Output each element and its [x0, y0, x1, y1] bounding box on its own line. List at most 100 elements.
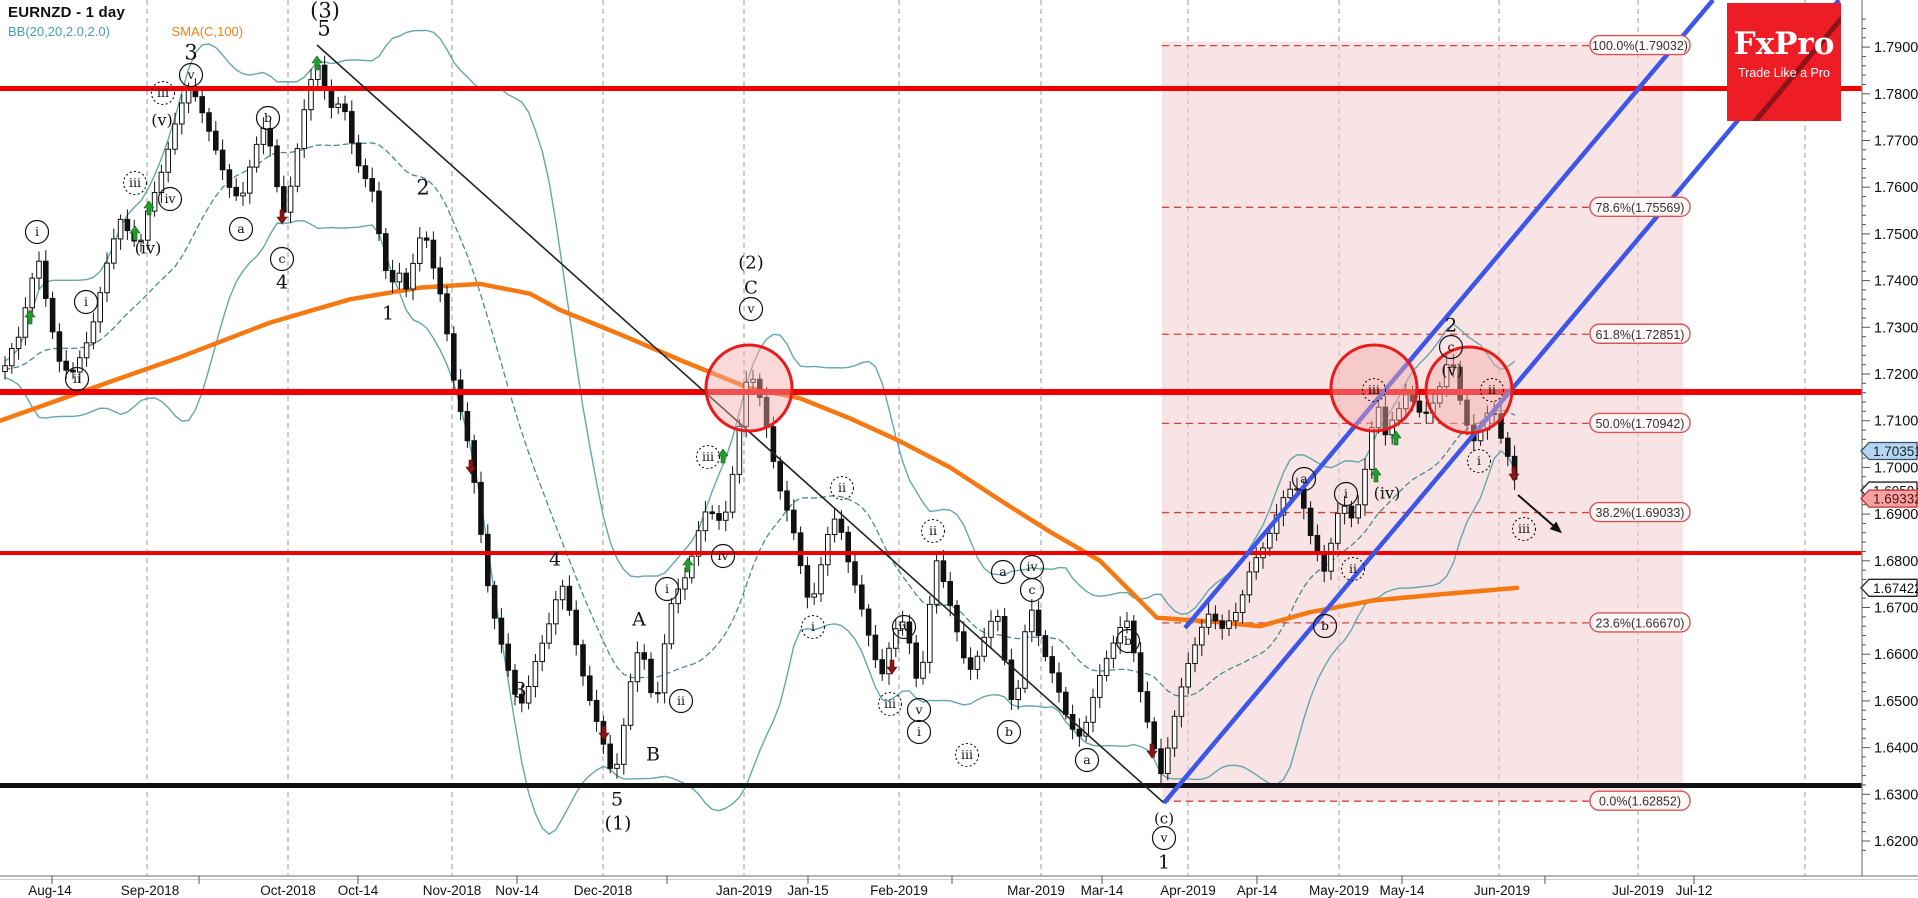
candle[interactable] — [1341, 495, 1348, 525]
candle[interactable] — [1233, 602, 1239, 629]
candle[interactable] — [219, 139, 226, 181]
bullish-channel-line[interactable] — [1162, 0, 1841, 805]
candle[interactable] — [36, 251, 42, 290]
candle[interactable] — [947, 571, 954, 617]
candle[interactable] — [1144, 681, 1151, 729]
candle[interactable] — [648, 652, 654, 698]
candle[interactable] — [525, 675, 532, 710]
candle[interactable] — [1335, 502, 1341, 550]
candle[interactable] — [1382, 395, 1389, 446]
candle[interactable] — [1219, 614, 1226, 640]
candle[interactable] — [274, 139, 280, 193]
candle[interactable] — [607, 734, 614, 774]
candle[interactable] — [859, 575, 865, 617]
candle[interactable] — [723, 500, 729, 532]
candle[interactable] — [294, 143, 301, 193]
candle[interactable] — [247, 159, 253, 204]
candle[interactable] — [1423, 401, 1430, 424]
candle[interactable] — [967, 647, 974, 681]
candle[interactable] — [716, 504, 722, 530]
price-badge[interactable]: 1.69332 — [1860, 489, 1918, 508]
candle[interactable] — [1158, 738, 1164, 785]
date-axis-label[interactable]: Jul-12 — [1676, 883, 1713, 898]
candle[interactable] — [818, 556, 824, 602]
candle[interactable] — [791, 499, 797, 541]
candle[interactable] — [410, 253, 416, 301]
candle[interactable] — [1022, 624, 1028, 694]
candle[interactable] — [641, 644, 648, 670]
candle[interactable] — [729, 466, 736, 519]
candle[interactable] — [1307, 501, 1314, 545]
bullish-channel-line[interactable] — [1183, 0, 1715, 630]
candle[interactable] — [1192, 637, 1198, 673]
candle[interactable] — [478, 471, 484, 544]
candle[interactable] — [573, 600, 580, 656]
candle[interactable] — [1226, 609, 1232, 637]
candle[interactable] — [933, 554, 940, 614]
candle[interactable] — [1103, 650, 1110, 682]
candle[interactable] — [287, 176, 294, 224]
candle[interactable] — [362, 158, 369, 188]
candle[interactable] — [1246, 561, 1253, 603]
candle[interactable] — [1185, 652, 1192, 695]
candle[interactable] — [1076, 718, 1083, 747]
candle[interactable] — [961, 621, 967, 664]
candle[interactable] — [777, 456, 784, 500]
candle[interactable] — [213, 121, 219, 155]
candle[interactable] — [1029, 599, 1035, 643]
candle[interactable] — [165, 141, 171, 183]
candle[interactable] — [879, 648, 886, 681]
date-axis-label[interactable]: Aug-14 — [28, 883, 72, 898]
candle[interactable] — [621, 718, 627, 775]
candle[interactable] — [206, 107, 212, 142]
candle[interactable] — [226, 163, 233, 198]
candle[interactable] — [15, 326, 22, 360]
candle[interactable] — [1090, 688, 1096, 733]
red-highlight-circle[interactable] — [704, 343, 794, 433]
candle[interactable] — [927, 595, 933, 674]
candle[interactable] — [9, 342, 15, 374]
fib-level-label[interactable]: 50.0%(1.70942) — [1589, 412, 1691, 434]
candle[interactable] — [804, 556, 811, 609]
candle[interactable] — [1199, 619, 1205, 657]
candle[interactable] — [1348, 500, 1355, 528]
candle[interactable] — [1362, 458, 1368, 516]
candle[interactable] — [1015, 679, 1022, 710]
candle[interactable] — [505, 633, 511, 677]
date-axis-label[interactable]: Nov-2018 — [423, 883, 482, 898]
date-axis-label[interactable]: Feb-2019 — [870, 883, 928, 898]
candle[interactable] — [430, 231, 437, 280]
candle[interactable] — [627, 673, 634, 731]
candle[interactable] — [1505, 431, 1511, 467]
date-axis-label[interactable]: Jul-2019 — [1612, 883, 1664, 898]
candle[interactable] — [1056, 662, 1062, 703]
candle[interactable] — [593, 689, 600, 732]
price-badge[interactable]: 1.70351 — [1860, 441, 1918, 461]
candle[interactable] — [1498, 404, 1504, 444]
date-axis-label[interactable]: Nov-14 — [495, 883, 539, 898]
date-axis-label[interactable]: May-2019 — [1309, 883, 1369, 898]
fib-level-label[interactable]: 78.6%(1.75569) — [1589, 196, 1691, 218]
candle[interactable] — [580, 639, 586, 686]
candle[interactable] — [1239, 589, 1246, 624]
candle[interactable] — [512, 664, 518, 706]
candle[interactable] — [1049, 646, 1056, 684]
candle[interactable] — [97, 286, 104, 333]
candle[interactable] — [444, 285, 450, 342]
candle[interactable] — [1035, 600, 1042, 646]
date-axis-label[interactable]: Apr-2019 — [1160, 883, 1216, 898]
bearish-trendline[interactable] — [316, 44, 1165, 804]
candle[interactable] — [893, 619, 899, 658]
red-highlight-circle[interactable] — [1329, 343, 1419, 433]
candle[interactable] — [539, 635, 546, 672]
candle[interactable] — [158, 164, 165, 204]
candle[interactable] — [865, 604, 872, 647]
candle[interactable] — [634, 641, 641, 692]
candle[interactable] — [138, 233, 144, 252]
candle[interactable] — [811, 582, 818, 605]
candle[interactable] — [172, 112, 178, 155]
candle[interactable] — [553, 590, 559, 635]
candle[interactable] — [233, 178, 239, 201]
candle[interactable] — [920, 651, 926, 685]
candle[interactable] — [702, 500, 709, 542]
